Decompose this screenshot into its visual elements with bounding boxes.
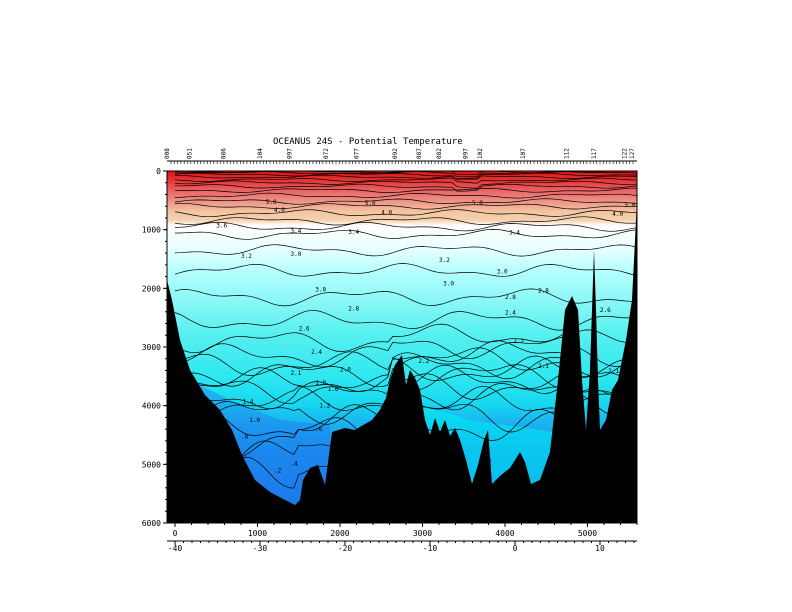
station-label: 086 <box>221 148 228 159</box>
contour-label: .8 <box>241 434 249 441</box>
contour-label: 1.4 <box>243 398 254 405</box>
contour-label: .4 <box>291 461 299 468</box>
contour-label: 2.8 <box>538 287 549 294</box>
seafloor-bathymetry <box>167 200 637 523</box>
contour-labels: 5.0 5.0 5.0 5.04.0 4.0 4.03.63.4 3.4 3.43.23.23… <box>216 199 637 475</box>
contour-label: 2.0 <box>340 367 351 374</box>
contour-label: 3.2 <box>241 253 252 260</box>
contour-line-14 <box>174 180 637 189</box>
contour-label: 1.8 <box>315 380 326 387</box>
contour-label: 2.8 <box>505 294 516 301</box>
contour-label: 3.0 <box>315 286 326 293</box>
contour-label: 3.4 <box>291 228 302 235</box>
y-tick-label: 4000 <box>142 402 161 411</box>
station-label: 077 <box>354 148 361 159</box>
contour-label: 1.2 <box>319 402 330 409</box>
contour-label: 2.2 <box>513 338 524 345</box>
lon-tick-label: -40 <box>168 544 183 553</box>
chart-title: OCEANUS 24S - Potential Temperature <box>273 137 463 147</box>
contour-label: 4.0 <box>381 209 392 216</box>
lon-tick-label: -30 <box>253 544 268 553</box>
station-label: 117 <box>591 148 598 159</box>
station-label: 097 <box>286 148 293 159</box>
station-label: 112 <box>563 148 570 159</box>
lon-tick-label: -10 <box>423 544 438 553</box>
x-tick-label: 3000 <box>413 529 432 538</box>
x-tick-label: 2000 <box>330 529 349 538</box>
contour-label: 5.0 <box>266 199 277 206</box>
contour-label: 4.0 <box>612 211 623 218</box>
station-label: 008 <box>164 148 171 159</box>
contour-label: 4.0 <box>274 207 285 214</box>
x-tick-label: 5000 <box>578 529 597 538</box>
contour-label: 1.0 <box>249 417 260 424</box>
y-tick-label: 6000 <box>142 519 161 528</box>
contour-label: 1.6 <box>328 386 339 393</box>
station-label: 127 <box>629 148 636 159</box>
contour-line-2_6 <box>174 309 637 331</box>
contour-line-3_4 <box>175 229 637 240</box>
contour-line-4 <box>174 209 637 218</box>
contour-label: .2 <box>274 468 282 475</box>
contour-line-2_8 <box>174 288 637 307</box>
station-label: 104 <box>257 148 264 159</box>
contour-label: .6 <box>315 426 323 433</box>
contour-line-3 <box>174 263 637 277</box>
contour-line-12 <box>175 183 637 192</box>
y-tick-label: 5000 <box>142 460 161 469</box>
station-label: 072 <box>323 148 330 159</box>
contour-line-3_8 <box>174 216 637 226</box>
contour-label: 2.1 <box>538 363 549 370</box>
lon-tick-label: 10 <box>595 544 605 553</box>
contour-line-18 <box>175 174 637 180</box>
contour-line-3_2 <box>174 244 637 257</box>
station-label: 051 <box>186 148 193 159</box>
y-tick-label: 1000 <box>142 226 161 235</box>
x-tick-label: 4000 <box>495 529 514 538</box>
contour-label: 2.6 <box>600 307 611 314</box>
contour-line-16 <box>174 177 637 184</box>
station-label: 122 <box>622 148 629 159</box>
contour-label: 2.1 <box>291 370 302 377</box>
station-label: 092 <box>392 148 399 159</box>
contour-label: 5.0 <box>625 202 636 209</box>
contour-label: 3.0 <box>291 251 302 258</box>
contour-label: 3.4 <box>509 229 520 236</box>
axes: 0 1000 2000 3000 4000 5000 6000 0 1000 2000 3000 40… <box>142 148 638 553</box>
contour-line-10 <box>174 187 637 193</box>
station-label: 097 <box>463 148 470 159</box>
contour-line-3_6 <box>174 221 637 232</box>
contour-label: 2.4 <box>311 349 322 356</box>
lon-tick-label: -20 <box>338 544 353 553</box>
y-tick-label: 2000 <box>142 284 161 293</box>
station-label: 107 <box>520 148 527 159</box>
contour-line-6 <box>174 198 637 205</box>
contour-label: 2.2 <box>418 358 429 365</box>
station-label: 082 <box>436 148 443 159</box>
station-label: 102 <box>477 148 484 159</box>
y-tick-label: 3000 <box>142 343 161 352</box>
plot-area: 5.0 5.0 5.0 5.04.0 4.0 4.03.63.4 3.4 3.43.23.23… <box>167 171 637 523</box>
contour-line-5 <box>174 202 637 210</box>
x-tick-label: 0 <box>173 529 178 538</box>
contour-label: 3.4 <box>348 229 359 236</box>
contour-label: 2.1 <box>608 368 619 375</box>
contour-label: 3.2 <box>439 257 450 264</box>
contour-label: 5.0 <box>472 200 483 207</box>
x-tick-label: 1000 <box>248 529 267 538</box>
contour-label: 5.0 <box>365 200 376 207</box>
contour-label: 3.0 <box>443 280 454 287</box>
contour-label: 2.8 <box>348 306 359 313</box>
station-label: 087 <box>416 148 423 159</box>
contour-label: 3.6 <box>216 222 227 229</box>
y-tick-label: 0 <box>156 167 161 176</box>
lon-tick-label: 0 <box>513 544 518 553</box>
contour-label: 2.6 <box>299 326 310 333</box>
contour-label: 2.4 <box>505 310 516 317</box>
contour-line-8 <box>174 192 637 199</box>
contour-line-20 <box>174 172 637 180</box>
contour-label: 3.0 <box>497 269 508 276</box>
